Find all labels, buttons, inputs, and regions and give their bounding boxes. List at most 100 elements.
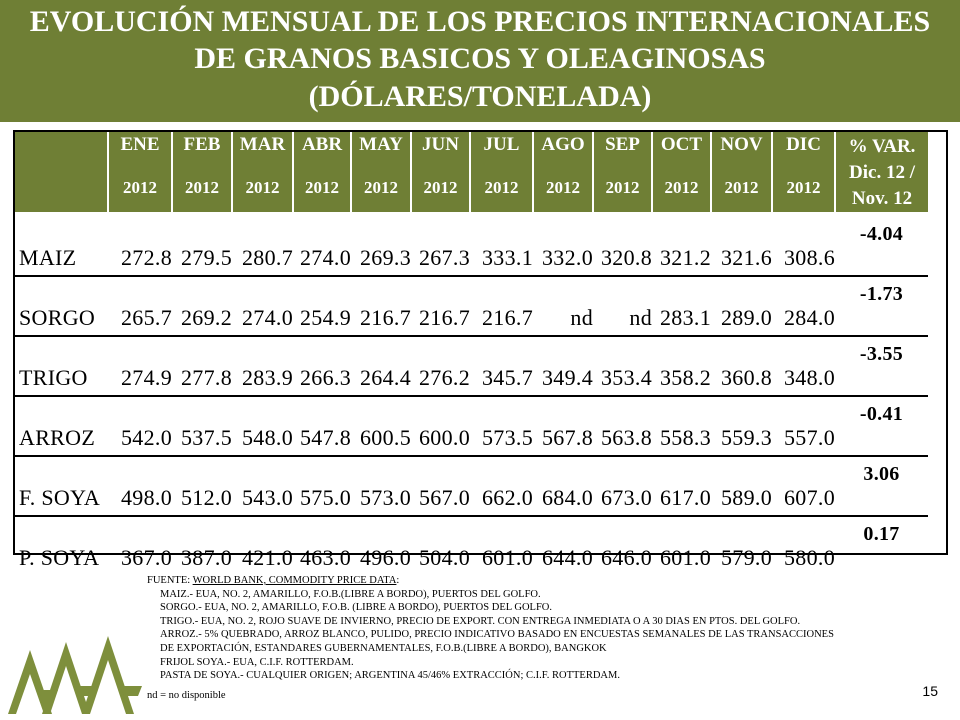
mountains-logo-icon — [8, 636, 142, 714]
month-header: ENE 2012 — [108, 130, 173, 212]
price-cell: 548.0 — [242, 425, 293, 450]
price-cell: 646.0 — [601, 545, 652, 570]
price-cell: 600.5 — [360, 425, 411, 450]
month-header: SEP 2012 — [593, 130, 653, 212]
month-header: OCT 2012 — [652, 130, 712, 212]
price-cell: 573.5 — [482, 425, 533, 450]
price-cell: 277.8 — [181, 365, 232, 390]
note-line: PASTA DE SOYA.- CUALQUIER ORIGEN; ARGENT… — [160, 670, 620, 682]
price-cell: 345.7 — [482, 365, 533, 390]
price-cell: 283.9 — [242, 365, 293, 390]
table-header-row: ENE 2012 FEB 2012 MAR 2012 ABR 2012 MAY 2012 … — [13, 130, 928, 212]
price-cell: 543.0 — [242, 485, 293, 510]
table-row: ARROZ 542.0 537.5 548.0 547.8 600.5 600.0 573.5… — [13, 397, 928, 456]
price-cell: 274.0 — [300, 245, 351, 270]
price-cell: 421.0 — [242, 545, 293, 570]
variation-cell: 3.06 — [863, 463, 900, 485]
price-cell: 333.1 — [482, 245, 533, 270]
month-header: DIC 2012 — [772, 130, 836, 212]
price-cell: 264.4 — [360, 365, 411, 390]
price-cell: 321.6 — [721, 245, 772, 270]
price-cell: 557.0 — [784, 425, 835, 450]
price-cell: 269.2 — [181, 305, 232, 330]
price-cell: 589.0 — [721, 485, 772, 510]
variation-cell: -4.04 — [859, 223, 904, 245]
price-cell: 216.7 — [360, 305, 411, 330]
price-cell: nd — [570, 305, 593, 330]
note-line: TRIGO.- EUA, NO. 2, ROJO SUAVE DE INVIER… — [160, 615, 801, 627]
variation-cell: -3.55 — [859, 343, 904, 365]
price-cell: 280.7 — [242, 245, 293, 270]
price-cell: 463.0 — [300, 545, 351, 570]
price-cell: 600.0 — [419, 425, 470, 450]
month-header: JUL 2012 — [470, 130, 534, 212]
price-cell: 573.0 — [360, 485, 411, 510]
source-notes: FUENTE: WORLD BANK, COMMODITY PRICE DATA… — [147, 574, 937, 683]
price-cell: 563.8 — [601, 425, 652, 450]
price-cell: 284.0 — [784, 305, 835, 330]
price-cell: 269.3 — [360, 245, 411, 270]
commodity-label: F. SOYA — [19, 485, 101, 510]
price-cell: 348.0 — [784, 365, 835, 390]
commodity-label: SORGO — [19, 305, 96, 330]
variation-cell: -1.73 — [859, 283, 904, 305]
price-cell: 274.0 — [242, 305, 293, 330]
header-corner — [13, 130, 109, 212]
price-cell: 367.0 — [121, 545, 172, 570]
month-header: AGO 2012 — [533, 130, 594, 212]
price-cell: 567.8 — [542, 425, 593, 450]
price-cell: 274.9 — [121, 365, 172, 390]
price-cell: 266.3 — [300, 365, 351, 390]
price-cell: 607.0 — [784, 485, 835, 510]
price-cell: 617.0 — [660, 485, 711, 510]
price-cell: 216.7 — [482, 305, 533, 330]
price-cell: 542.0 — [121, 425, 172, 450]
note-line: FRIJOL SOYA.- EUA, C.I.F. ROTTERDAM. — [160, 656, 354, 668]
source-link[interactable]: WORLD BANK, COMMODITY PRICE DATA — [192, 575, 397, 586]
price-cell: 308.6 — [784, 245, 835, 270]
month-header: ABR 2012 — [293, 130, 352, 212]
price-cell: 579.0 — [721, 545, 772, 570]
note-line: ARROZ.- 5% QUEBRADO, ARROZ BLANCO, PULID… — [160, 629, 834, 641]
table-row: MAIZ 272.8 279.5 280.7 274.0 269.3 267.3 333.1 3… — [13, 217, 928, 276]
table-row: SORGO 265.7 269.2 274.0 254.9 216.7 216.7 216.7… — [13, 277, 928, 336]
commodity-label: TRIGO — [19, 365, 88, 390]
price-cell: 272.8 — [121, 245, 172, 270]
price-cell: 332.0 — [542, 245, 593, 270]
price-cell: 283.1 — [660, 305, 711, 330]
price-cell: 644.0 — [542, 545, 593, 570]
variation-cell: 0.17 — [863, 523, 900, 545]
price-cell: 216.7 — [419, 305, 470, 330]
title-line-1: EVOLUCIÓN MENSUAL DE LOS PRECIOS INTERNA… — [29, 5, 931, 38]
variation-header: % VAR. Dic. 12 / Nov. 12 — [835, 130, 928, 212]
month-header: JUN 2012 — [411, 130, 471, 212]
price-cell: 387.0 — [181, 545, 232, 570]
price-cell: 673.0 — [601, 485, 652, 510]
source-line: FUENTE: WORLD BANK, COMMODITY PRICE DATA… — [147, 575, 400, 586]
variation-cell: -0.41 — [859, 403, 904, 425]
table-row: P. SOYA 367.0 387.0 421.0 463.0 496.0 504.0 601… — [13, 517, 928, 575]
title-banner: EVOLUCIÓN MENSUAL DE LOS PRECIOS INTERNA… — [0, 0, 960, 122]
price-cell: 321.2 — [660, 245, 711, 270]
price-cell: 289.0 — [721, 305, 772, 330]
price-cell: 267.3 — [419, 245, 470, 270]
price-cell: 279.5 — [181, 245, 232, 270]
price-cell: 498.0 — [121, 485, 172, 510]
commodity-label: MAIZ — [19, 245, 77, 270]
price-cell: 601.0 — [660, 545, 711, 570]
page-number: 15 — [922, 683, 938, 699]
month-header: NOV 2012 — [711, 130, 773, 212]
nd-legend: nd = no disponible — [147, 690, 226, 701]
note-line: DE EXPORTACIÓN, ESTANDARES GUBERNAMENTAL… — [160, 642, 607, 654]
price-cell: 559.3 — [721, 425, 772, 450]
month-header: MAR 2012 — [232, 130, 294, 212]
price-cell: 254.9 — [300, 305, 351, 330]
month-header: MAY 2012 — [351, 130, 412, 212]
price-cell: 537.5 — [181, 425, 232, 450]
price-cell: 580.0 — [784, 545, 835, 570]
table-body: MAIZ 272.8 279.5 280.7 274.0 269.3 267.3 333.1 3… — [13, 212, 928, 575]
price-cell: 567.0 — [419, 485, 470, 510]
price-cell: 276.2 — [419, 365, 470, 390]
table-row: F. SOYA 498.0 512.0 543.0 575.0 573.0 567.0 662… — [13, 457, 928, 516]
price-cell: 684.0 — [542, 485, 593, 510]
